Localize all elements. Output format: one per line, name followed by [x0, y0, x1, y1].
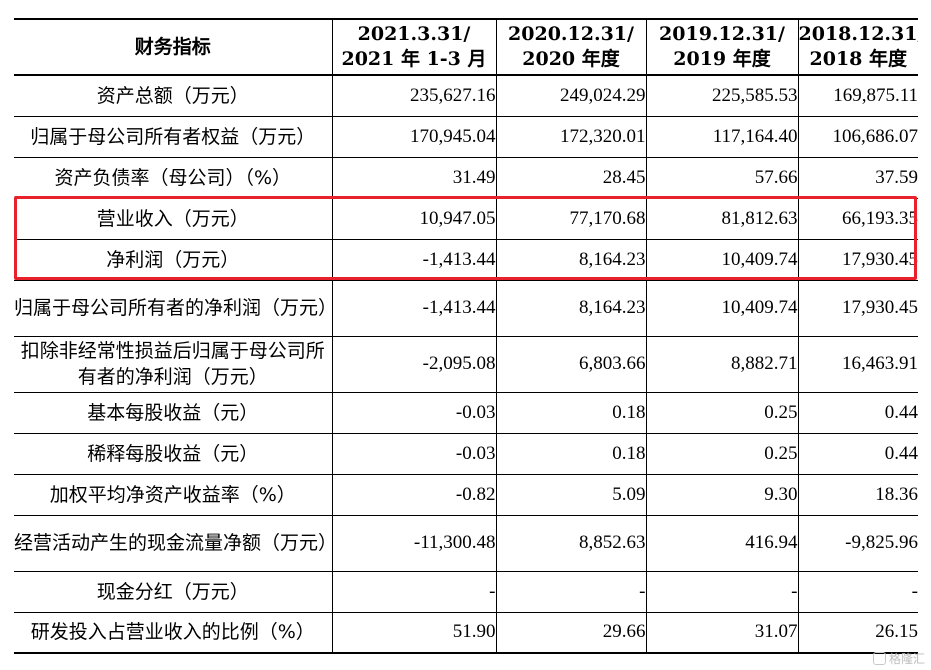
cell-value: 31.49: [331, 157, 496, 199]
header-2018: 2018.12.31/ 2018 年度: [797, 18, 918, 76]
cell-value: 77,170.68: [495, 198, 646, 240]
cell-value: 9.30: [645, 474, 798, 516]
header-row: 财务指标 2021.3.31/ 2021 年 1-3 月 2020.12.31/…: [14, 18, 918, 76]
cell-value: 81,812.63: [645, 198, 798, 240]
cell-value: -0.03: [331, 433, 496, 475]
cell-value: 8,852.63: [495, 515, 646, 572]
cell-value: 8,164.23: [495, 239, 646, 281]
cell-value: -0.82: [331, 474, 496, 516]
row-label: 稀释每股收益（元）: [14, 433, 332, 475]
table-row: 营业收入（万元） 10,947.05 77,170.68 81,812.63 6…: [14, 198, 918, 240]
table-row: 归属于母公司所有者权益（万元） 170,945.04 172,320.01 11…: [14, 116, 918, 158]
row-label: 净利润（万元）: [14, 239, 332, 281]
cell-value: -2,095.08: [331, 336, 496, 393]
cell-value: 249,024.29: [495, 75, 646, 117]
row-label: 基本每股收益（元）: [14, 392, 332, 434]
cell-value: 16,463.91: [797, 336, 918, 393]
table-row: 归属于母公司所有者的净利润（万元） -1,413.44 8,164.23 10,…: [14, 280, 918, 337]
cell-value: 172,320.01: [495, 116, 646, 158]
cell-value: 37.59: [797, 157, 918, 199]
row-label: 资产总额（万元）: [14, 75, 332, 117]
row-label: 研发投入占营业收入的比例（%）: [14, 612, 332, 654]
row-label: 经营活动产生的现金流量净额（万元）: [14, 515, 332, 572]
cell-value: 51.90: [331, 612, 496, 654]
cell-value: 169,875.11: [797, 75, 918, 117]
cell-value: 10,409.74: [645, 280, 798, 337]
header-2021q1: 2021.3.31/ 2021 年 1-3 月: [331, 18, 496, 76]
table-row: 现金分红（万元） - - - -: [14, 571, 918, 613]
cell-value: 0.18: [495, 433, 646, 475]
row-label: 扣除非经常性损益后归属于母公司所有者的净利润（万元）: [14, 336, 332, 393]
cell-value: 0.25: [645, 392, 798, 434]
cell-value: 416.94: [645, 515, 798, 572]
cell-value: 106,686.07: [797, 116, 918, 158]
cell-value: 57.66: [645, 157, 798, 199]
cell-value: -1,413.44: [331, 280, 496, 337]
table-row: 稀释每股收益（元） -0.03 0.18 0.25 0.44: [14, 433, 918, 475]
cell-value: 0.44: [797, 392, 918, 434]
cell-value: -: [495, 571, 646, 613]
table-row: 加权平均净资产收益率（%） -0.82 5.09 9.30 18.36: [14, 474, 918, 516]
table-row: 资产总额（万元） 235,627.16 249,024.29 225,585.5…: [14, 75, 918, 117]
row-label: 资产负债率（母公司）（%）: [14, 157, 332, 199]
watermark-text: 格隆汇: [888, 652, 925, 666]
financial-indicators-table: 财务指标 2021.3.31/ 2021 年 1-3 月 2020.12.31/…: [14, 18, 918, 654]
cell-value: 0.18: [495, 392, 646, 434]
cell-value: 10,409.74: [645, 239, 798, 281]
logo-icon: [872, 652, 886, 665]
cell-value: -: [645, 571, 798, 613]
cell-value: 26.15: [797, 612, 918, 654]
cell-value: 225,585.53: [645, 75, 798, 117]
cell-value: 31.07: [645, 612, 798, 654]
cell-value: 10,947.05: [331, 198, 496, 240]
watermark: 格隆汇: [872, 650, 925, 667]
cell-value: 8,882.71: [645, 336, 798, 393]
cell-value: 18.36: [797, 474, 918, 516]
row-label: 现金分红（万元）: [14, 571, 332, 613]
header-2020: 2020.12.31/ 2020 年度: [495, 18, 646, 76]
cell-value: 235,627.16: [331, 75, 496, 117]
cell-value: -1,413.44: [331, 239, 496, 281]
table-row: 扣除非经常性损益后归属于母公司所有者的净利润（万元） -2,095.08 6,8…: [14, 336, 918, 393]
table-row: 研发投入占营业收入的比例（%） 51.90 29.66 31.07 26.15: [14, 612, 918, 654]
cell-value: -: [797, 571, 918, 613]
header-2019: 2019.12.31/ 2019 年度: [645, 18, 798, 76]
row-label: 归属于母公司所有者权益（万元）: [14, 116, 332, 158]
cell-value: 117,164.40: [645, 116, 798, 158]
cell-value: 0.44: [797, 433, 918, 475]
cell-value: 5.09: [495, 474, 646, 516]
table-row: 资产负债率（母公司）（%） 31.49 28.45 57.66 37.59: [14, 157, 918, 199]
row-label: 营业收入（万元）: [14, 198, 332, 240]
cell-value: 28.45: [495, 157, 646, 199]
cell-value: 29.66: [495, 612, 646, 654]
cell-value: 17,930.45: [797, 280, 918, 337]
cell-value: 0.25: [645, 433, 798, 475]
cell-value: 6,803.66: [495, 336, 646, 393]
cell-value: 170,945.04: [331, 116, 496, 158]
header-indicator: 财务指标: [14, 18, 332, 76]
cell-value: 8,164.23: [495, 280, 646, 337]
cell-value: -9,825.96: [797, 515, 918, 572]
cell-value: 66,193.35: [797, 198, 918, 240]
cell-value: -0.03: [331, 392, 496, 434]
cell-value: -11,300.48: [331, 515, 496, 572]
table-row: 净利润（万元） -1,413.44 8,164.23 10,409.74 17,…: [14, 239, 918, 281]
cell-value: 17,930.45: [797, 239, 918, 281]
table-row: 基本每股收益（元） -0.03 0.18 0.25 0.44: [14, 392, 918, 434]
row-label: 归属于母公司所有者的净利润（万元）: [14, 280, 332, 337]
cell-value: -: [331, 571, 496, 613]
table-row: 经营活动产生的现金流量净额（万元） -11,300.48 8,852.63 41…: [14, 515, 918, 572]
row-label: 加权平均净资产收益率（%）: [14, 474, 332, 516]
